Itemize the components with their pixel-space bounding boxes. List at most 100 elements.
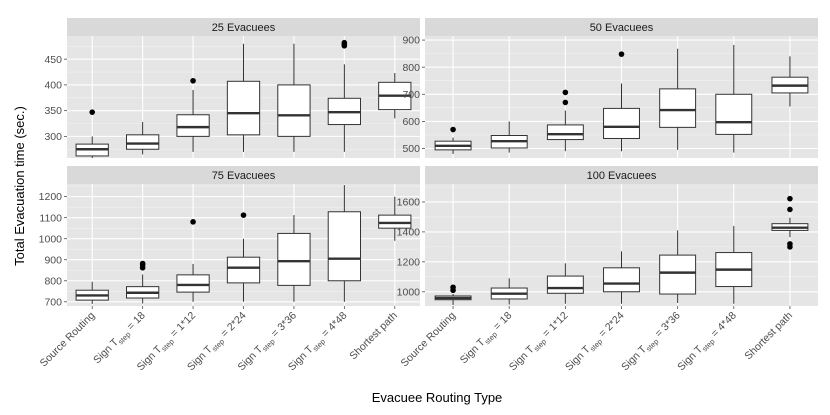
box-source-routing-50-evacuees	[434, 126, 472, 154]
y-tick-label: 1200	[39, 191, 63, 203]
box-shortest-path-25-evacuees	[378, 73, 412, 119]
panel-strip	[425, 18, 818, 36]
box-sign-t-2-24-100-evacuees	[603, 251, 640, 304]
y-tick-label: 1400	[397, 227, 421, 239]
box-sign-t-18-75-evacuees	[126, 260, 160, 304]
box-iqr	[659, 88, 697, 128]
box-iqr	[603, 267, 640, 293]
box-sign-t-4-48-100-evacuees	[715, 225, 753, 304]
outlier-point	[240, 212, 247, 218]
x-tick-label-main: Shortest path	[347, 310, 400, 363]
box-iqr	[226, 80, 261, 136]
box-sign-t-3-36-25-evacuees	[277, 43, 311, 152]
y-tick-label: 1100	[39, 212, 62, 224]
y-tick-label: 450	[44, 54, 62, 66]
outlier-point	[190, 77, 196, 84]
x-tick-label-tail: = 3*36	[267, 310, 299, 342]
box-sign-t-3-36-100-evacuees	[659, 230, 697, 304]
outlier-point	[618, 51, 625, 57]
outlier-point	[787, 241, 793, 247]
box-iqr	[546, 124, 584, 141]
box-shortest-path-50-evacuees	[771, 56, 809, 107]
x-tick-label-tail: = 4*48	[707, 310, 739, 342]
y-tick-label: 700	[402, 89, 420, 101]
box-sign-t-1-12-75-evacuees	[176, 219, 210, 302]
box-sign-t-2-24-50-evacuees	[603, 51, 640, 152]
x-tick-label-tail: = 2*24	[216, 310, 248, 342]
panel-50-evacuees: 50 Evacuees 500 600 700 800 900	[402, 18, 818, 158]
outlier-point	[139, 260, 146, 267]
panel-strip	[67, 166, 420, 184]
x-tick-label-tail: = 18	[489, 310, 514, 335]
box-shortest-path-75-evacuees	[378, 196, 412, 241]
outlier-point	[341, 39, 348, 46]
box-sign-t-3-36-50-evacuees	[659, 48, 697, 150]
panels-layer: 25 Evacuees 300 350 400 450 50 Evacuees 500 600…	[38, 18, 818, 375]
box-iqr	[226, 256, 261, 284]
box-source-routing-25-evacuees	[75, 109, 109, 158]
box-iqr	[277, 232, 311, 286]
box-sign-t-2-24-25-evacuees	[226, 43, 261, 152]
panel-strip	[67, 18, 420, 36]
y-tick-label: 1600	[397, 197, 421, 209]
y-tick-label: 1000	[397, 286, 421, 298]
box-sign-t-4-48-25-evacuees	[327, 39, 361, 152]
y-tick-label: 300	[44, 131, 62, 143]
x-tick-label-main: Shortest path	[742, 310, 795, 363]
y-tick-label: 700	[44, 296, 62, 308]
outlier-point	[562, 89, 569, 96]
outlier-point	[450, 126, 456, 133]
y-tick-label: 900	[402, 35, 420, 47]
box-sign-t-18-100-evacuees	[490, 278, 528, 305]
box-sign-t-18-50-evacuees	[490, 121, 528, 153]
box-iqr	[603, 107, 640, 139]
box-iqr	[176, 114, 210, 137]
x-tick-label-main: Source Routing	[399, 310, 459, 370]
panel-75-evacuees: 75 Evacuees 700 800 900 1000 1100 1200 Source R…	[38, 166, 420, 373]
box-shortest-path-100-evacuees	[771, 195, 809, 250]
x-tick-label: Sign Tstep = 18	[458, 310, 516, 368]
x-tick-label-tail: = 2*24	[594, 310, 626, 342]
box-iqr	[378, 214, 412, 229]
panel-title: 25 Evacuees	[212, 22, 276, 34]
panel-title: 75 Evacuees	[212, 170, 276, 182]
y-tick-label: 1000	[39, 233, 63, 245]
box-sign-t-2-24-75-evacuees	[226, 212, 261, 302]
box-iqr	[176, 274, 210, 293]
y-axis-title: Total Evacuation time (sec.)	[12, 106, 27, 266]
panel-title: 100 Evacuees	[587, 170, 657, 182]
outlier-point	[562, 99, 569, 106]
outlier-point	[787, 195, 793, 202]
x-tick-label: Shortest path	[347, 310, 400, 363]
x-tick-label-tail: = 1*12	[538, 310, 570, 342]
x-tick-label-tail: = 18	[123, 310, 148, 335]
box-sign-t-3-36-75-evacuees	[277, 215, 311, 302]
y-tick-label: 500	[402, 143, 420, 155]
panel-100-evacuees: 100 Evacuees 1000 1200 1400 1600 Source Routi…	[397, 166, 818, 375]
x-tick-label-tail: = 3*36	[651, 310, 683, 342]
outlier-point	[787, 206, 793, 213]
box-sign-t-4-48-75-evacuees	[327, 185, 361, 302]
box-iqr	[659, 254, 697, 295]
x-tick-label: Source Routing	[399, 310, 459, 370]
outlier-point	[89, 109, 96, 115]
box-iqr	[277, 84, 311, 137]
panel-strip	[425, 166, 818, 184]
box-sign-t-4-48-50-evacuees	[715, 44, 753, 153]
y-tick-label: 800	[44, 275, 62, 287]
x-tick-label: Shortest path	[742, 310, 795, 363]
x-tick-label: Source Routing	[38, 310, 98, 370]
x-tick-label-tail: = 4*48	[317, 310, 349, 342]
panel-title: 50 Evacuees	[590, 22, 654, 34]
outlier-point	[190, 219, 196, 225]
y-tick-label: 800	[402, 62, 420, 74]
box-source-routing-100-evacuees	[434, 284, 472, 305]
x-tick-label: Sign Tstep = 4*48	[675, 310, 740, 375]
y-tick-label: 400	[44, 80, 62, 92]
box-iqr	[126, 134, 160, 150]
x-tick-label-tail: = 1*12	[166, 310, 198, 342]
outlier-point	[450, 284, 456, 291]
box-iqr	[715, 93, 753, 135]
y-tick-label: 1200	[397, 256, 421, 268]
